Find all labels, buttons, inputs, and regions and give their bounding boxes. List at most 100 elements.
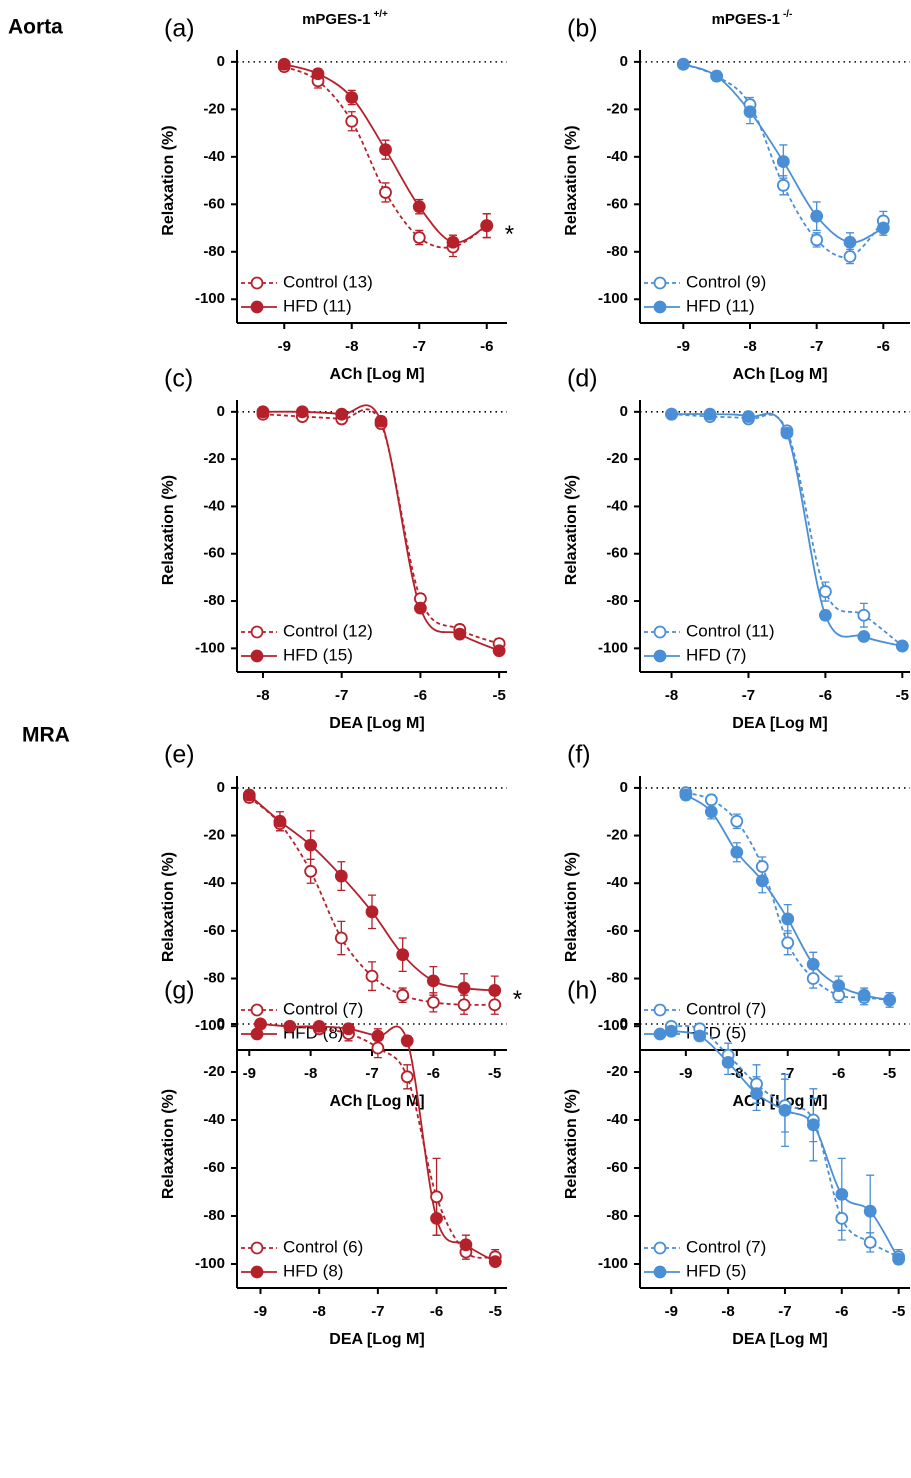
x-tick-label: -8 [721, 1303, 734, 1320]
marker [857, 608, 871, 622]
legend-swatch-marker [653, 649, 667, 663]
y-tick-label: 0 [217, 403, 225, 420]
legend-swatch-marker [653, 276, 667, 290]
legend-label: HFD (15) [283, 645, 353, 664]
marker [488, 1255, 502, 1268]
legend-label: HFD (8) [283, 1261, 343, 1280]
marker [704, 793, 718, 807]
marker [365, 969, 379, 983]
column-title-text: mPGES-1 [302, 11, 370, 28]
legend-swatch-marker [250, 1241, 264, 1255]
marker [776, 178, 790, 192]
y-tick-label: -60 [203, 1159, 225, 1176]
y-tick-label: 0 [620, 779, 628, 796]
x-tick-label: -7 [778, 1303, 791, 1320]
legend-label: Control (7) [686, 1237, 766, 1256]
x-axis-label: DEA [Log M] [732, 1331, 827, 1348]
x-tick-label: -7 [335, 687, 348, 704]
legend-swatch-marker [653, 1027, 667, 1041]
curve [262, 404, 500, 652]
y-tick-label: -20 [203, 450, 225, 467]
x-tick-label: -6 [427, 1065, 440, 1082]
marker [379, 143, 392, 157]
column-title-text: mPGES-1 [712, 11, 780, 28]
annotation: * [513, 986, 522, 1013]
x-tick-label: -8 [256, 687, 269, 704]
marker [857, 988, 871, 1002]
legend-swatch-marker [653, 1265, 667, 1279]
marker [806, 972, 820, 985]
marker [283, 1020, 297, 1033]
legend-swatch-marker [653, 625, 667, 639]
marker [664, 1024, 678, 1038]
x-tick-label: -6 [832, 1065, 845, 1082]
marker [371, 1041, 385, 1055]
y-tick-label: -20 [606, 100, 628, 117]
marker [412, 231, 426, 244]
marker [806, 957, 820, 971]
marker [883, 993, 897, 1007]
column-title: mPGES-1 +/+ [302, 9, 388, 28]
x-tick-label: -9 [665, 1303, 678, 1320]
legend-label: Control (9) [686, 272, 766, 291]
marker [832, 979, 846, 993]
y-tick-label: -60 [203, 922, 225, 939]
marker [396, 988, 410, 1002]
y-tick-label: -20 [203, 100, 225, 117]
marker [843, 235, 857, 249]
marker [676, 57, 690, 71]
marker [704, 805, 718, 819]
legend-label: HFD (11) [283, 296, 352, 315]
y-tick-label: -60 [203, 195, 225, 212]
marker [304, 864, 318, 878]
marker [693, 1029, 707, 1043]
y-tick-label: -100 [195, 639, 225, 656]
y-tick-label: -100 [195, 290, 225, 307]
y-axis-label: Relaxation (%) [563, 1089, 580, 1199]
y-tick-label: -40 [203, 1111, 225, 1128]
marker [488, 984, 502, 997]
panel-label: (e) [164, 741, 195, 769]
y-tick-label: -40 [203, 148, 225, 165]
marker [835, 1188, 849, 1201]
marker [254, 1017, 267, 1031]
curve [685, 791, 890, 1001]
legend-label: Control (7) [283, 999, 363, 1018]
x-tick-label: -5 [892, 1303, 905, 1320]
marker [371, 1029, 385, 1043]
y-tick-label: -20 [606, 827, 628, 844]
legend-swatch-marker [653, 1241, 667, 1255]
x-tick-label: -6 [819, 687, 832, 704]
x-tick-label: -9 [254, 1303, 267, 1320]
x-axis-label: ACh [Log M] [329, 1093, 424, 1110]
column-title-sup: -/- [783, 9, 792, 20]
panel: (f)Relaxation (%)ACh [Log M]0-20-40-60-8… [563, 741, 910, 1110]
marker [710, 69, 724, 83]
marker [345, 91, 359, 104]
row-label: Aorta [8, 16, 63, 39]
marker [781, 936, 795, 950]
x-tick-label: -7 [413, 338, 426, 355]
panel-label: (c) [164, 365, 193, 393]
x-axis-label: ACh [Log M] [329, 366, 424, 383]
marker [480, 219, 494, 233]
y-tick-label: -40 [606, 148, 628, 165]
legend-label: Control (12) [283, 621, 373, 640]
y-tick-label: -60 [606, 922, 628, 939]
marker [721, 1056, 735, 1069]
y-tick-label: 0 [217, 1015, 225, 1032]
y-tick-label: -100 [195, 1017, 225, 1034]
panel-label: (h) [567, 977, 598, 1005]
legend-swatch-marker [653, 1003, 667, 1017]
marker [895, 639, 909, 653]
y-axis-label: Relaxation (%) [160, 852, 177, 962]
x-axis-label: DEA [Log M] [329, 1331, 424, 1348]
panel: (g) Relaxation (%) DEA [Log M] 0 -20 -40 -60 -8… [160, 977, 507, 1348]
panel: (a) Relaxation (%) ACh [Log M] 0 -20 -40 -60 -8… [160, 15, 514, 384]
y-tick-label: -80 [606, 969, 628, 986]
y-tick-label: -100 [598, 1255, 628, 1272]
marker [457, 981, 471, 995]
legend-swatch-marker [250, 1003, 264, 1017]
marker [374, 414, 388, 428]
y-tick-label: 0 [620, 1015, 628, 1032]
